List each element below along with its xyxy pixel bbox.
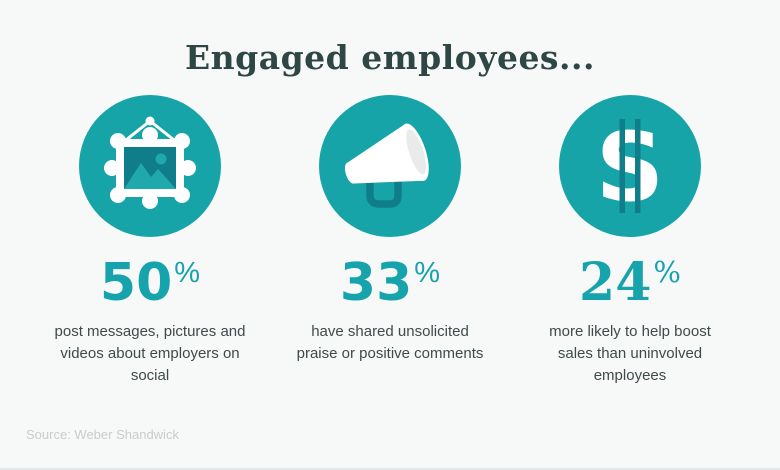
stat-description: have shared unsolicited praise or positi… <box>296 323 484 362</box>
stat-value: 24 <box>579 252 652 313</box>
stat-value-row: 24% <box>510 257 750 309</box>
stat-value: 33 <box>339 253 413 313</box>
stat-social-posts: 50% post messages, pictures and videos a… <box>30 95 270 387</box>
megaphone-icon <box>319 95 461 237</box>
stat-value-row: 33% <box>270 257 510 309</box>
stat-circle <box>319 95 461 237</box>
stat-circle <box>79 95 221 237</box>
source-credit: Source: Weber Shandwick <box>26 427 179 442</box>
svg-text:S: S <box>596 113 664 223</box>
header: Engaged employees... <box>0 0 780 77</box>
stat-shared-praise: 33% have shared unsolicited praise or po… <box>270 95 510 387</box>
page-title: Engaged employees... <box>185 38 595 77</box>
stat-value: 50 <box>99 253 173 313</box>
stat-unit: % <box>174 257 201 289</box>
dollar-sign-icon: S <box>559 95 701 237</box>
framed-picture-icon <box>79 95 221 237</box>
stat-value-row: 50% <box>30 257 270 309</box>
stat-description: more likely to help boost sales than uni… <box>549 323 711 384</box>
stat-unit: % <box>653 255 681 289</box>
stat-circle: S <box>559 95 701 237</box>
stats-row: 50% post messages, pictures and videos a… <box>0 95 780 387</box>
stat-description: post messages, pictures and videos about… <box>54 323 246 384</box>
stat-boost-sales: S 24% more likely to help boost sales th… <box>510 95 750 387</box>
stat-unit: % <box>414 257 441 289</box>
